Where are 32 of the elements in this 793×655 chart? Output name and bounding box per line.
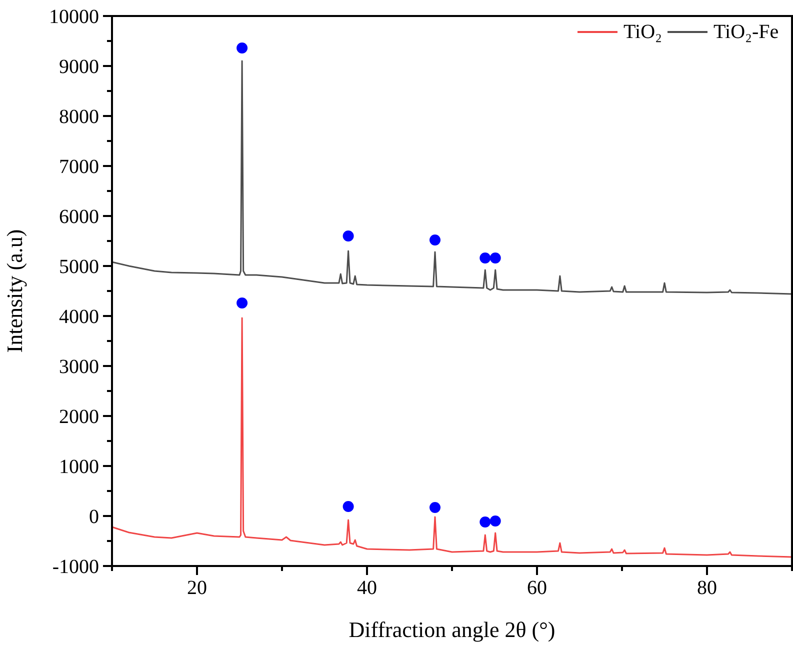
line-series — [111, 317, 793, 558]
y-axis-title: Intensity (a.u) — [2, 229, 27, 353]
y-tick-label: 8000 — [59, 106, 99, 128]
x-axis-title: Diffraction angle 2θ (°) — [348, 617, 556, 642]
point — [236, 298, 248, 308]
point — [480, 516, 491, 528]
y-tick-label: 0 — [89, 506, 99, 528]
y-tick-label: 6000 — [59, 206, 99, 228]
y-tick-label: 7000 — [59, 156, 99, 178]
y-tick-label: 10000 — [49, 6, 99, 28]
y-tick-label: 2000 — [59, 406, 99, 428]
x-tick-label: 60 — [527, 577, 547, 599]
point — [342, 501, 354, 512]
y-tick-label: 4000 — [59, 306, 99, 328]
point — [236, 42, 248, 54]
y-tick-label: 3000 — [59, 356, 99, 378]
y-tick-label: 1000 — [59, 456, 99, 478]
x-tick-label: 20 — [187, 577, 207, 599]
point — [480, 252, 491, 264]
line-series — [111, 60, 793, 295]
y-tick-label: 9000 — [59, 56, 99, 78]
point — [490, 516, 501, 526]
y-tick-label: -1000 — [52, 556, 99, 578]
point — [430, 502, 440, 513]
x-tick-label: 40 — [357, 577, 377, 599]
x-tick-label: 80 — [697, 577, 717, 599]
y-tick-label: 5000 — [59, 256, 99, 278]
point — [342, 230, 354, 242]
legend-label: TiO₂-Fe — [714, 21, 779, 43]
point — [430, 234, 440, 246]
legend-label: TiO₂ — [624, 21, 662, 43]
point — [490, 252, 501, 264]
